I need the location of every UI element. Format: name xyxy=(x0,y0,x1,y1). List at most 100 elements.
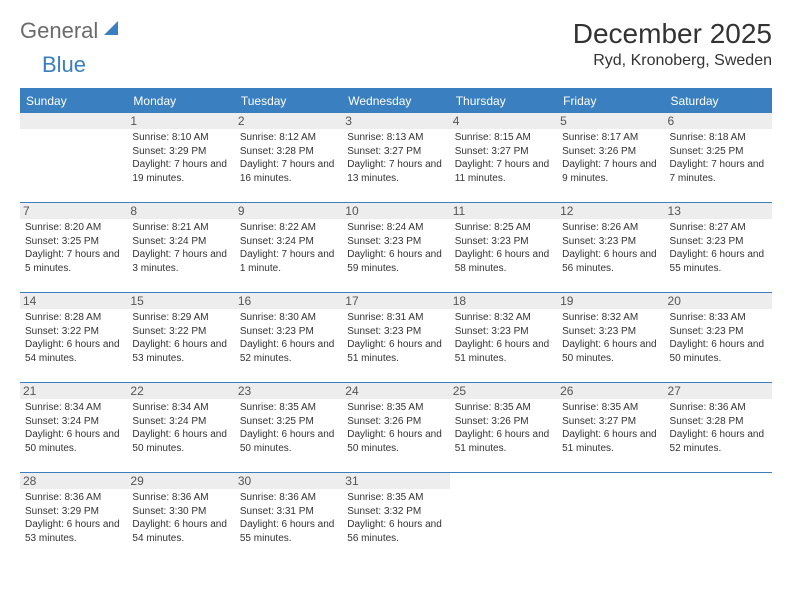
day-number: 24 xyxy=(342,383,449,399)
day-number: 17 xyxy=(342,293,449,309)
day-info: Sunrise: 8:35 AMSunset: 3:27 PMDaylight:… xyxy=(562,401,659,455)
calendar-cell: 19Sunrise: 8:32 AMSunset: 3:23 PMDayligh… xyxy=(557,293,664,383)
day-info: Sunrise: 8:21 AMSunset: 3:24 PMDaylight:… xyxy=(132,221,229,275)
day-info: Sunrise: 8:20 AMSunset: 3:25 PMDaylight:… xyxy=(25,221,122,275)
day-number: 21 xyxy=(20,383,127,399)
logo-text-2: Blue xyxy=(42,52,86,77)
calendar-table: SundayMondayTuesdayWednesdayThursdayFrid… xyxy=(20,88,772,563)
day-info: Sunrise: 8:34 AMSunset: 3:24 PMDaylight:… xyxy=(132,401,229,455)
day-number: 2 xyxy=(235,113,342,129)
day-info: Sunrise: 8:18 AMSunset: 3:25 PMDaylight:… xyxy=(670,131,767,185)
calendar-row: 21 Sunrise: 8:34 AMSunset: 3:24 PMDayligh… xyxy=(20,383,772,473)
calendar-cell: 16 Sunrise: 8:30 AMSunset: 3:23 PMDayligh… xyxy=(235,293,342,383)
page: General December 2025 Ryd, Kronoberg, Sw… xyxy=(0,0,792,581)
day-info: Sunrise: 8:32 AMSunset: 3:23 PMDaylight:… xyxy=(562,311,659,365)
calendar-cell: 4Sunrise: 8:15 AMSunset: 3:27 PMDaylight… xyxy=(450,113,557,203)
calendar-body: 1 Sunrise: 8:10 AMSunset: 3:29 PMDaylight… xyxy=(20,113,772,563)
calendar-cell: 20 Sunrise: 8:33 AMSunset: 3:23 PMDayligh… xyxy=(665,293,772,383)
weekday-header: Tuesday xyxy=(235,89,342,113)
calendar-cell: 13 Sunrise: 8:27 AMSunset: 3:23 PMDayligh… xyxy=(665,203,772,293)
day-number: 9 xyxy=(235,203,342,219)
day-number: 25 xyxy=(450,383,557,399)
calendar-cell xyxy=(665,473,772,563)
calendar-cell: 25 Sunrise: 8:35 AMSunset: 3:26 PMDayligh… xyxy=(450,383,557,473)
calendar-cell: 8 Sunrise: 8:21 AMSunset: 3:24 PMDaylight… xyxy=(127,203,234,293)
weekday-header: Friday xyxy=(557,89,664,113)
calendar-row: 14 Sunrise: 8:28 AMSunset: 3:22 PMDayligh… xyxy=(20,293,772,383)
calendar-cell: 7 Sunrise: 8:20 AMSunset: 3:25 PMDaylight… xyxy=(20,203,127,293)
calendar-row: 7 Sunrise: 8:20 AMSunset: 3:25 PMDaylight… xyxy=(20,203,772,293)
day-number: 6 xyxy=(665,113,772,129)
calendar-cell: 5Sunrise: 8:17 AMSunset: 3:26 PMDaylight… xyxy=(557,113,664,203)
day-info: Sunrise: 8:12 AMSunset: 3:28 PMDaylight:… xyxy=(240,131,337,185)
day-info: Sunrise: 8:10 AMSunset: 3:29 PMDaylight:… xyxy=(132,131,229,185)
day-info: Sunrise: 8:31 AMSunset: 3:23 PMDaylight:… xyxy=(347,311,444,365)
logo-text-1: General xyxy=(20,18,98,44)
weekday-header: Monday xyxy=(127,89,234,113)
day-number: 28 xyxy=(20,473,127,489)
calendar-head: SundayMondayTuesdayWednesdayThursdayFrid… xyxy=(20,89,772,113)
day-number: 1 xyxy=(127,113,234,129)
calendar-cell: 6 Sunrise: 8:18 AMSunset: 3:25 PMDaylight… xyxy=(665,113,772,203)
calendar-cell: 30 Sunrise: 8:36 AMSunset: 3:31 PMDayligh… xyxy=(235,473,342,563)
day-info: Sunrise: 8:25 AMSunset: 3:23 PMDaylight:… xyxy=(455,221,552,275)
calendar-cell: 2 Sunrise: 8:12 AMSunset: 3:28 PMDaylight… xyxy=(235,113,342,203)
day-number: 12 xyxy=(557,203,664,219)
day-info: Sunrise: 8:30 AMSunset: 3:23 PMDaylight:… xyxy=(240,311,337,365)
day-number: 22 xyxy=(127,383,234,399)
day-number: 16 xyxy=(235,293,342,309)
calendar-cell: 17 Sunrise: 8:31 AMSunset: 3:23 PMDayligh… xyxy=(342,293,449,383)
day-number: 29 xyxy=(127,473,234,489)
day-info: Sunrise: 8:35 AMSunset: 3:32 PMDaylight:… xyxy=(347,491,444,545)
calendar-cell: 31 Sunrise: 8:35 AMSunset: 3:32 PMDayligh… xyxy=(342,473,449,563)
weekday-header: Thursday xyxy=(450,89,557,113)
day-info: Sunrise: 8:28 AMSunset: 3:22 PMDaylight:… xyxy=(25,311,122,365)
calendar-cell: 1 Sunrise: 8:10 AMSunset: 3:29 PMDaylight… xyxy=(127,113,234,203)
day-info: Sunrise: 8:33 AMSunset: 3:23 PMDaylight:… xyxy=(670,311,767,365)
calendar-cell: 15Sunrise: 8:29 AMSunset: 3:22 PMDayligh… xyxy=(127,293,234,383)
day-number: 23 xyxy=(235,383,342,399)
day-info: Sunrise: 8:36 AMSunset: 3:31 PMDaylight:… xyxy=(240,491,337,545)
weekday-row: SundayMondayTuesdayWednesdayThursdayFrid… xyxy=(20,89,772,113)
day-info: Sunrise: 8:32 AMSunset: 3:23 PMDaylight:… xyxy=(455,311,552,365)
calendar-cell: 24 Sunrise: 8:35 AMSunset: 3:26 PMDayligh… xyxy=(342,383,449,473)
calendar-cell: 21 Sunrise: 8:34 AMSunset: 3:24 PMDayligh… xyxy=(20,383,127,473)
day-info: Sunrise: 8:36 AMSunset: 3:28 PMDaylight:… xyxy=(670,401,767,455)
day-number: 11 xyxy=(450,203,557,219)
calendar-row: 28 Sunrise: 8:36 AMSunset: 3:29 PMDayligh… xyxy=(20,473,772,563)
calendar-cell: 26Sunrise: 8:35 AMSunset: 3:27 PMDayligh… xyxy=(557,383,664,473)
calendar-cell: 12 Sunrise: 8:26 AMSunset: 3:23 PMDayligh… xyxy=(557,203,664,293)
logo: General xyxy=(20,18,124,44)
page-title: December 2025 xyxy=(573,18,772,50)
calendar-cell: 23Sunrise: 8:35 AMSunset: 3:25 PMDayligh… xyxy=(235,383,342,473)
day-number: 8 xyxy=(127,203,234,219)
logo-sail-icon xyxy=(102,19,122,44)
day-number: 14 xyxy=(20,293,127,309)
calendar-cell: 28 Sunrise: 8:36 AMSunset: 3:29 PMDayligh… xyxy=(20,473,127,563)
day-info: Sunrise: 8:35 AMSunset: 3:26 PMDaylight:… xyxy=(347,401,444,455)
calendar-cell: 22 Sunrise: 8:34 AMSunset: 3:24 PMDayligh… xyxy=(127,383,234,473)
day-number: 5 xyxy=(557,113,664,129)
day-info: Sunrise: 8:35 AMSunset: 3:26 PMDaylight:… xyxy=(455,401,552,455)
calendar-cell xyxy=(20,113,127,203)
day-number: 27 xyxy=(665,383,772,399)
calendar-row: 1 Sunrise: 8:10 AMSunset: 3:29 PMDaylight… xyxy=(20,113,772,203)
day-info: Sunrise: 8:26 AMSunset: 3:23 PMDaylight:… xyxy=(562,221,659,275)
day-number: 20 xyxy=(665,293,772,309)
day-info: Sunrise: 8:27 AMSunset: 3:23 PMDaylight:… xyxy=(670,221,767,275)
day-info: Sunrise: 8:36 AMSunset: 3:30 PMDaylight:… xyxy=(132,491,229,545)
day-info: Sunrise: 8:34 AMSunset: 3:24 PMDaylight:… xyxy=(25,401,122,455)
day-number: 30 xyxy=(235,473,342,489)
calendar-cell: 10Sunrise: 8:24 AMSunset: 3:23 PMDayligh… xyxy=(342,203,449,293)
calendar-cell: 14 Sunrise: 8:28 AMSunset: 3:22 PMDayligh… xyxy=(20,293,127,383)
day-number: 31 xyxy=(342,473,449,489)
calendar-cell: 11 Sunrise: 8:25 AMSunset: 3:23 PMDayligh… xyxy=(450,203,557,293)
day-number: 7 xyxy=(20,203,127,219)
day-number: 3 xyxy=(342,113,449,129)
day-number: 10 xyxy=(342,203,449,219)
calendar-cell: 29 Sunrise: 8:36 AMSunset: 3:30 PMDayligh… xyxy=(127,473,234,563)
title-block: December 2025 Ryd, Kronoberg, Sweden xyxy=(573,18,772,70)
calendar-cell: 3Sunrise: 8:13 AMSunset: 3:27 PMDaylight… xyxy=(342,113,449,203)
day-info: Sunrise: 8:36 AMSunset: 3:29 PMDaylight:… xyxy=(25,491,122,545)
day-number: 13 xyxy=(665,203,772,219)
